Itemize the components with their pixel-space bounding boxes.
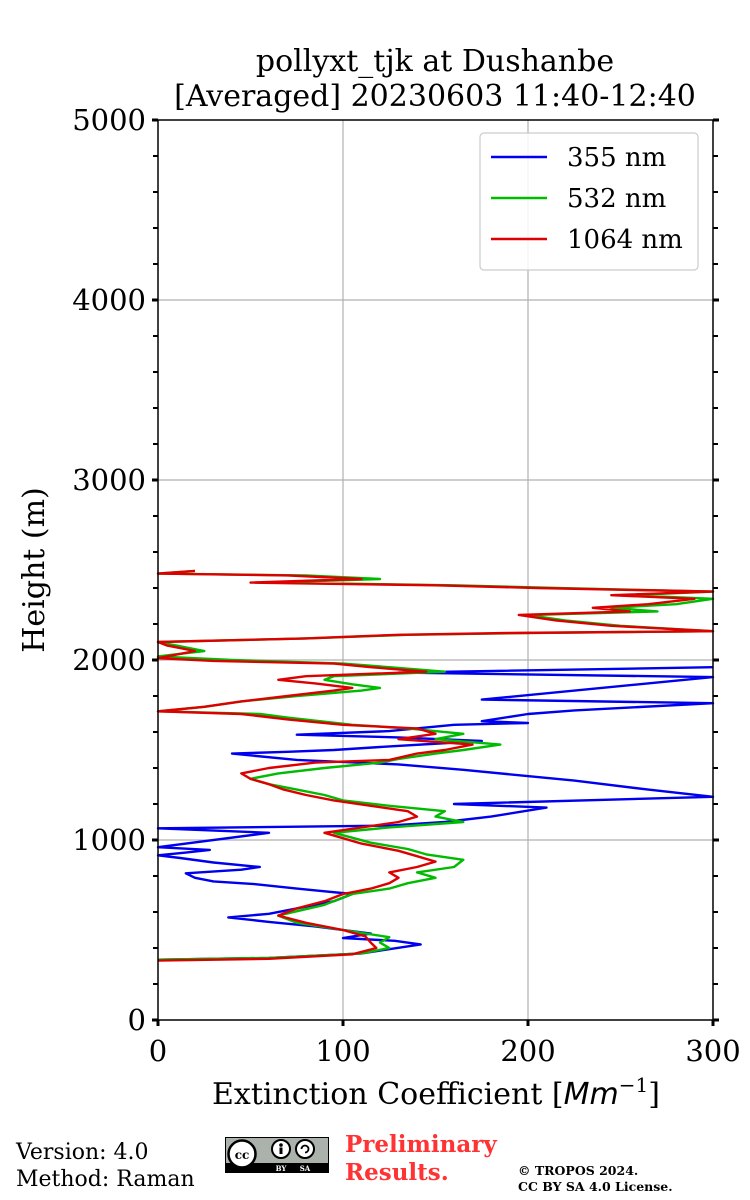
footer-info: Version: 4.0 Method: Raman — [16, 1139, 195, 1193]
preliminary-line-1: Preliminary — [345, 1131, 497, 1158]
copyright-line-1: © TROPOS 2024. — [518, 1163, 639, 1178]
chart-title-line-2: [Averaged] 20230603 11:40-12:40 — [174, 79, 696, 114]
preliminary-results-note: Preliminary Results. — [345, 1131, 497, 1187]
y-tick-label: 5000 — [72, 103, 146, 137]
svg-text:SA: SA — [300, 1164, 311, 1173]
y-tick-label: 2000 — [72, 643, 146, 677]
legend-label: 355 nm — [567, 143, 666, 173]
method-label: Method: Raman — [16, 1167, 195, 1192]
x-tick-label: 200 — [500, 1034, 555, 1068]
y-tick-label: 1000 — [72, 823, 146, 857]
series-line-1064nm — [156, 569, 715, 962]
x-tick-label: 0 — [149, 1034, 167, 1068]
legend-label: 1064 nm — [567, 225, 683, 255]
legend-box — [479, 132, 699, 271]
plot-frame — [157, 119, 714, 1021]
x-axis-label-exponent: −1 — [619, 1073, 648, 1097]
svg-text:BY: BY — [276, 1164, 288, 1173]
x-axis-label: Extinction Coefficient [Mm−1] — [212, 1073, 660, 1112]
svg-text:cc: cc — [235, 1148, 250, 1162]
cc-by-sa-icon: cc BY SA — [225, 1137, 329, 1173]
y-axis-label: Height (m) — [17, 487, 52, 652]
x-axis-label-close: ] — [648, 1077, 660, 1112]
series-line-532nm — [156, 569, 715, 961]
y-tick-label: 0 — [128, 1003, 146, 1037]
y-tick-label: 4000 — [72, 283, 146, 317]
x-axis-label-text: Extinction Coefficient [ — [212, 1077, 564, 1112]
version-label: Version: 4.0 — [16, 1140, 149, 1165]
copyright-note: © TROPOS 2024. CC BY SA 4.0 License. — [518, 1163, 673, 1195]
chart: 0 1000 2000 3000 4000 5000 0 100 200 300 355 nm 53… — [17, 103, 741, 1112]
y-tick-label: 3000 — [72, 463, 146, 497]
copyright-line-2: CC BY SA 4.0 License. — [518, 1179, 673, 1194]
legend-label: 532 nm — [567, 184, 666, 214]
x-tick-label: 100 — [315, 1034, 370, 1068]
chart-title-line-1: pollyxt_tjk at Dushanbe — [255, 44, 615, 79]
preliminary-line-2: Results. — [345, 1159, 449, 1186]
series-line-355nm — [156, 666, 715, 961]
x-axis-label-unit: Mm — [564, 1077, 619, 1112]
x-tick-label: 300 — [685, 1034, 740, 1068]
